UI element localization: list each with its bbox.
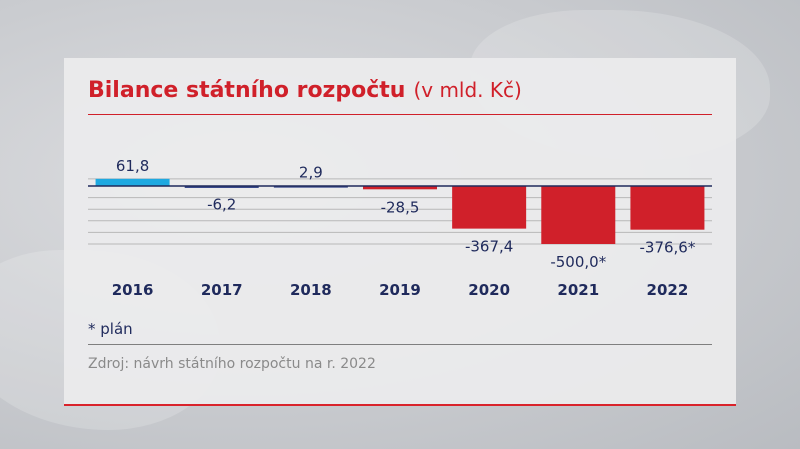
bar [95, 178, 170, 186]
x-tick-label: 2016 [112, 281, 154, 299]
x-tick-label: 2021 [557, 281, 599, 299]
x-tick-label: 2017 [201, 281, 243, 299]
x-tick-label: 2022 [647, 281, 689, 299]
data-label: -6,2 [207, 196, 236, 214]
bar-chart: 61,8 2016 -6,2 2017 2,9 2018 -28,5 2019 -367,4 20… [88, 157, 712, 299]
bar [630, 186, 705, 230]
bar [452, 186, 527, 229]
data-label: -376,6* [639, 239, 695, 257]
data-label: -500,0* [550, 253, 606, 271]
data-label: 61,8 [116, 157, 149, 175]
bar [184, 186, 259, 188]
data-label: -367,4 [465, 238, 513, 256]
chart-panel: Bilance státního rozpočtu (v mld. Kč) 61,… [64, 58, 736, 406]
data-label: 2,9 [299, 164, 323, 182]
footnote: * plán [88, 320, 133, 338]
bar [541, 186, 616, 244]
bar [363, 186, 437, 190]
source-note: Zdroj: návrh státního rozpočtu na r. 202… [88, 356, 376, 372]
x-tick-label: 2019 [379, 281, 421, 299]
footnote-divider [88, 344, 712, 345]
bottom-divider [64, 404, 736, 406]
chart-subtitle: (v mld. Kč) [413, 78, 522, 102]
title-divider [88, 114, 712, 115]
data-label: -28,5 [381, 198, 420, 216]
x-tick-label: 2018 [290, 281, 332, 299]
x-tick-label: 2020 [468, 281, 510, 299]
chart-title: Bilance státního rozpočtu [88, 78, 406, 103]
chart-header: Bilance státního rozpočtu (v mld. Kč) [88, 78, 522, 103]
